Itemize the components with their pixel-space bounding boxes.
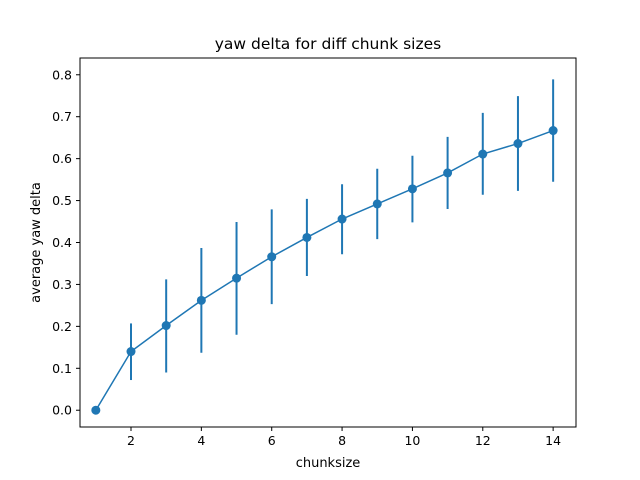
y-axis: 0.0 0.1 0.2 0.3 0.4 0.5 0.6 0.7 0.8: [52, 67, 80, 418]
x-tick-label: 2: [127, 433, 135, 448]
data-point: [548, 126, 558, 136]
data-point: [232, 273, 242, 283]
y-tick-label: 0.0: [52, 403, 72, 418]
y-tick-label: 0.7: [52, 109, 72, 124]
x-tick-label: 12: [475, 433, 491, 448]
y-tick-label: 0.6: [52, 151, 72, 166]
x-tick-label: 4: [197, 433, 205, 448]
data-point: [126, 347, 136, 357]
y-tick-label: 0.4: [52, 235, 72, 250]
data-point: [91, 405, 101, 415]
data-point: [478, 149, 488, 159]
data-point: [302, 232, 312, 242]
plot-area: [79, 57, 577, 428]
y-tick-label: 0.8: [52, 67, 72, 82]
x-tick-label: 8: [338, 433, 346, 448]
data-point: [443, 168, 453, 178]
x-tick-label: 6: [268, 433, 276, 448]
data-point: [407, 184, 417, 194]
series-line-group: [95, 129, 554, 411]
x-tick-label: 10: [404, 433, 420, 448]
series-line: [95, 129, 554, 411]
y-tick-label: 0.2: [52, 319, 72, 334]
x-axis-label: chunksize: [296, 456, 361, 471]
data-point: [337, 214, 347, 224]
y-tick-label: 0.3: [52, 277, 72, 292]
x-tick-label: 14: [545, 433, 561, 448]
data-point: [513, 139, 523, 149]
x-axis: 2 4 6 8 10 12 14: [127, 427, 561, 448]
y-axis-label: average yaw delta: [29, 182, 44, 303]
data-points: [91, 126, 558, 415]
y-tick-label: 0.1: [52, 361, 72, 376]
data-point: [161, 321, 171, 331]
data-point: [372, 199, 382, 209]
data-point: [267, 252, 277, 262]
chart-title: yaw delta for diff chunk sizes: [215, 35, 441, 53]
y-tick-label: 0.5: [52, 193, 72, 208]
data-point: [196, 295, 206, 305]
